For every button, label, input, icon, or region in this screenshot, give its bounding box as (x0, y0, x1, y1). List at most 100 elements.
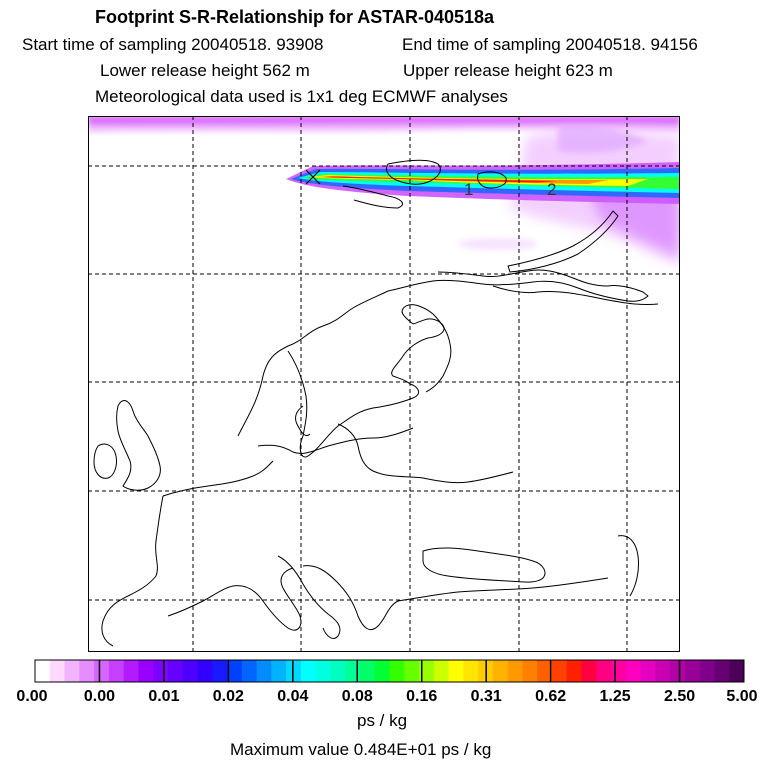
colorbar-frame (34, 659, 745, 683)
caspian-outline (617, 535, 639, 597)
colorbar-cell (227, 660, 243, 682)
colorbar-cell (419, 660, 435, 682)
footprint-plume (286, 162, 680, 204)
colorbar-cell (729, 660, 745, 682)
colorbar-tick-label: 0.01 (148, 688, 179, 705)
map-frame (88, 116, 680, 652)
germany-poland-coast (257, 427, 414, 454)
colorbar-cell (389, 660, 405, 682)
colorbar-cell (551, 660, 568, 682)
colorbar-cell (108, 660, 125, 682)
turkey-coast (397, 577, 609, 602)
colorbar-tick-label: 0.00 (84, 688, 115, 705)
colorbar-ticks (98, 660, 681, 682)
receptor-x-marker (305, 169, 321, 185)
italy-outline (277, 555, 341, 639)
colorbar-cell (153, 660, 169, 682)
colorbar: 0.00 0.00 0.01 0.02 0.04 0.08 0.16 0.31 0.62 1.25… (16, 659, 758, 705)
colorbar-cell (182, 660, 198, 682)
colorbar-cell (212, 660, 228, 682)
scandinavia-coast (237, 269, 649, 437)
svalbard-south-outline (342, 185, 403, 209)
colorbar-cell (596, 660, 612, 682)
colorbar-tick-label: 5.00 (726, 688, 757, 705)
end-time-label: End time of sampling 20040518. 94156 (402, 35, 698, 54)
britain-outline (116, 400, 161, 491)
colorbar-tick-label: 0.16 (406, 688, 437, 705)
coastlines (88, 155, 659, 647)
chart-title: Footprint S-R-Relationship for ASTAR-040… (95, 7, 495, 27)
footprint-map: 1 2 (88, 116, 680, 652)
svalbard-outline (385, 159, 441, 185)
black-sea-outline (422, 547, 546, 583)
colorbar-cell (611, 660, 627, 682)
colorbar-cells (35, 660, 745, 682)
day-marker-1: 1 (464, 180, 473, 199)
colorbar-cell (330, 660, 346, 682)
colorbar-cell (492, 660, 509, 682)
colorbar-cell (300, 660, 317, 682)
finland-coast (425, 313, 452, 393)
france-iberia-coast (101, 495, 164, 647)
colorbar-cell (448, 660, 464, 682)
lower-release-height-label: Lower release height 562 m (100, 61, 310, 80)
colorbar-cell (64, 660, 80, 682)
colorbar-tick-label: 1.25 (600, 688, 631, 705)
baltic-states-coast (337, 423, 514, 484)
colorbar-cell (286, 660, 302, 682)
colorbar-cell (35, 660, 51, 682)
colorbar-cell (566, 660, 583, 682)
franz-josef-outline (477, 171, 507, 189)
colorbar-cell (684, 660, 701, 682)
colorbar-cell (167, 660, 184, 682)
colorbar-cell (241, 660, 258, 682)
meteorological-data-label: Meteorological data used is 1x1 deg ECMW… (95, 87, 508, 106)
colorbar-cell (359, 660, 376, 682)
colorbar-cell (404, 660, 420, 682)
colorbar-tick-labels: 0.00 0.00 0.01 0.02 0.04 0.08 0.16 0.31 0.62 1.25… (16, 688, 757, 705)
denmark-coast (295, 405, 311, 437)
colorbar-cell (507, 660, 523, 682)
colorbar-cell (345, 660, 361, 682)
colorbar-tick-label: 0.08 (342, 688, 373, 705)
colorbar-cell (699, 660, 715, 682)
colorbar-cell (640, 660, 656, 682)
colorbar-cell (315, 660, 331, 682)
colorbar-cell (625, 660, 642, 682)
upper-release-height-label: Upper release height 623 m (403, 61, 613, 80)
colorbar-tick-label: 0.31 (471, 688, 502, 705)
colorbar-cell (197, 660, 213, 682)
colorbar-cell (522, 660, 538, 682)
novaya-zemlya-outline (507, 210, 619, 273)
maximum-value-label: Maximum value 0.484E+01 ps / kg (230, 740, 492, 759)
bothnia-coast (401, 304, 434, 325)
colorbar-cell (463, 660, 479, 682)
colorbar-tick-label: 0.62 (535, 688, 566, 705)
colorbar-tick-label: 0.00 (16, 688, 47, 705)
colorbar-cell (79, 660, 95, 682)
colorbar-cell (49, 660, 66, 682)
colorbar-cell (433, 660, 450, 682)
colorbar-tick-label: 0.02 (213, 688, 244, 705)
mediterranean-coast (167, 567, 302, 631)
colorbar-units: ps / kg (357, 711, 408, 730)
start-time-label: Start time of sampling 20040518. 93908 (22, 35, 324, 54)
colorbar-cell (374, 660, 390, 682)
sweden-finland-interior (287, 318, 445, 458)
colorbar-cell (670, 660, 686, 682)
balkans-coast (302, 565, 399, 631)
colorbar-cell (581, 660, 597, 682)
colorbar-tick-label: 2.50 (664, 688, 695, 705)
lat-lon-grid (88, 116, 680, 652)
continental-coast (162, 460, 274, 497)
russia-arctic-coast (492, 285, 659, 305)
colorbar-cell (537, 660, 553, 682)
colorbar-cell (94, 660, 110, 682)
colorbar-cell (655, 660, 671, 682)
colorbar-cell (256, 660, 272, 682)
colorbar-cell (138, 660, 154, 682)
colorbar-cell (271, 660, 287, 682)
colorbar-cell (714, 660, 730, 682)
day-marker-2: 2 (547, 180, 556, 199)
ireland-outline (93, 443, 117, 479)
